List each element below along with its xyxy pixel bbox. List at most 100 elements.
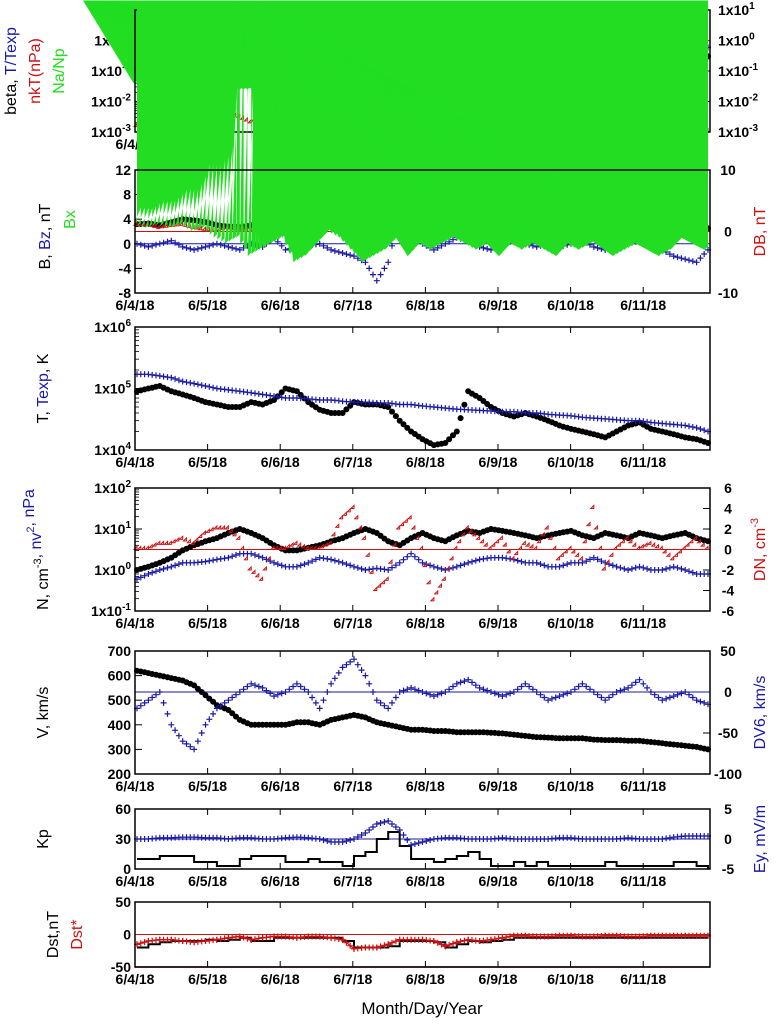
data-point (422, 562, 427, 568)
data-point (186, 538, 191, 544)
data-point (194, 381, 201, 388)
data-point (670, 932, 677, 939)
data-point (225, 934, 232, 941)
series-v (134, 667, 711, 753)
data-point (651, 691, 658, 698)
data-point (400, 556, 407, 563)
data-point (191, 380, 198, 387)
data-point (495, 691, 502, 698)
x-tick-label: 6/7/18 (333, 615, 372, 631)
data-point (149, 569, 156, 576)
x-tick-label: 6/4/18 (116, 297, 155, 313)
data-point (616, 541, 621, 547)
data-point (480, 555, 487, 562)
x-axis-label: Month/Day/Year (361, 999, 483, 1018)
data-point (601, 565, 606, 571)
data-point (628, 565, 635, 572)
data-point (362, 944, 369, 951)
data-point (674, 254, 681, 261)
data-point (522, 932, 529, 939)
y-tick-label-right: 1x10-3 (718, 123, 758, 140)
data-point (590, 689, 597, 695)
data-point (682, 422, 689, 429)
x-tick-label: 6/4/18 (116, 615, 155, 631)
data-point (288, 541, 294, 547)
data-point (193, 536, 199, 542)
data-point (343, 838, 350, 844)
data-point (236, 0, 240, 238)
data-point (167, 540, 172, 545)
data-point (153, 568, 159, 575)
data-point (430, 246, 437, 253)
data-point (140, 545, 146, 551)
data-point (678, 565, 685, 572)
data-point (220, 524, 226, 530)
plot-frame (134, 169, 711, 294)
x-tick-label: 6/11/18 (620, 971, 666, 987)
data-point (528, 543, 534, 549)
data-point (141, 572, 148, 579)
data-point (418, 545, 424, 551)
data-point (349, 504, 355, 510)
data-point (163, 223, 169, 228)
data-point (183, 244, 190, 251)
y-tick-label-right: 10 (720, 162, 736, 178)
x-tick-label: 6/5/18 (188, 971, 227, 987)
data-point (551, 545, 557, 551)
data-point (583, 683, 590, 690)
y-tick-label-right: 1x10-1 (718, 62, 758, 79)
data-point (613, 689, 620, 695)
data-point (247, 565, 252, 571)
data-point (244, 683, 251, 690)
data-point (582, 538, 587, 544)
data-point (159, 223, 165, 229)
data-point (693, 259, 700, 266)
data-point (450, 236, 456, 243)
data-point (419, 689, 426, 695)
data-point (343, 406, 350, 413)
y-axis-label-right: Ey, mV/m (752, 805, 769, 873)
data-point (609, 691, 616, 698)
data-point (377, 699, 384, 706)
data-point (271, 933, 277, 940)
y-tick-label: 1x104 (94, 441, 131, 458)
y-axis-label-right: DN, cm-3 (749, 518, 769, 581)
data-point (335, 249, 342, 255)
data-point (153, 691, 159, 698)
data-point (361, 535, 366, 540)
data-point (574, 552, 580, 557)
data-point (263, 687, 270, 694)
y-tick-label: 1x105 (94, 380, 131, 397)
data-point (665, 552, 671, 557)
data-point (164, 238, 171, 245)
data-point (168, 563, 175, 570)
data-point (518, 558, 525, 565)
x-tick-label: 6/5/18 (188, 454, 227, 470)
data-point (625, 567, 632, 573)
data-point (450, 564, 456, 571)
data-point (457, 415, 464, 422)
data-point (589, 504, 595, 510)
data-point (328, 934, 335, 941)
data-point (141, 699, 148, 706)
data-point (389, 821, 395, 827)
data-point (366, 265, 373, 272)
data-point (243, 555, 248, 561)
series-t (134, 383, 711, 449)
data-point (689, 569, 696, 576)
data-point (688, 538, 694, 544)
data-point (396, 827, 403, 833)
data-point (503, 555, 510, 562)
x-tick-label: 6/6/18 (261, 873, 300, 889)
data-point (175, 732, 182, 739)
data-point (396, 936, 403, 943)
data-point (301, 561, 308, 568)
data-point (335, 558, 342, 565)
data-point (627, 538, 633, 544)
x-tick-label: 6/4/18 (116, 454, 155, 470)
data-point (686, 568, 692, 575)
data-point (179, 938, 186, 944)
data-point (578, 555, 583, 561)
data-point (419, 559, 426, 566)
